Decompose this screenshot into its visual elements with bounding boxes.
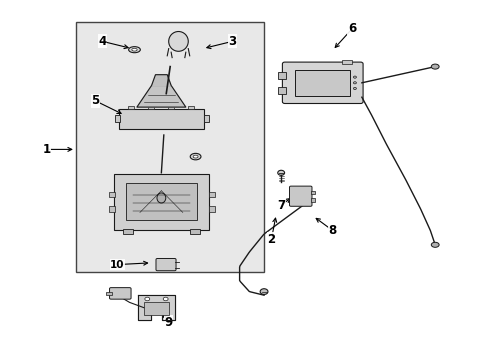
Bar <box>188 106 194 109</box>
Ellipse shape <box>353 82 356 84</box>
Ellipse shape <box>430 242 438 247</box>
Ellipse shape <box>157 193 165 203</box>
Bar <box>123 229 133 234</box>
Bar <box>106 292 112 295</box>
Ellipse shape <box>168 31 188 51</box>
Bar <box>189 229 199 234</box>
Bar <box>143 301 169 315</box>
FancyBboxPatch shape <box>289 186 311 206</box>
FancyBboxPatch shape <box>113 174 209 230</box>
Text: 3: 3 <box>228 35 236 48</box>
Ellipse shape <box>190 153 201 160</box>
Polygon shape <box>151 75 171 85</box>
Ellipse shape <box>144 297 149 301</box>
Ellipse shape <box>353 76 356 78</box>
Ellipse shape <box>128 47 140 53</box>
Polygon shape <box>137 85 185 107</box>
Ellipse shape <box>193 155 198 158</box>
FancyBboxPatch shape <box>156 258 176 271</box>
Bar <box>148 106 154 109</box>
Ellipse shape <box>430 64 438 69</box>
Bar <box>109 192 115 197</box>
Bar <box>277 87 285 94</box>
Text: 7: 7 <box>277 199 285 212</box>
Text: 10: 10 <box>110 260 124 270</box>
Bar <box>310 191 315 194</box>
Text: 9: 9 <box>164 316 172 329</box>
Bar <box>310 198 315 202</box>
FancyBboxPatch shape <box>282 62 362 104</box>
Bar <box>128 106 134 109</box>
Ellipse shape <box>260 289 267 294</box>
Bar <box>76 22 264 272</box>
Bar <box>295 70 349 96</box>
Text: 1: 1 <box>42 143 50 156</box>
Text: 4: 4 <box>99 35 106 48</box>
Bar <box>209 206 215 212</box>
Text: 5: 5 <box>91 94 99 107</box>
Polygon shape <box>138 295 175 320</box>
Ellipse shape <box>163 297 168 301</box>
Bar <box>204 115 209 122</box>
Text: 8: 8 <box>328 224 336 237</box>
Bar <box>341 59 352 64</box>
Text: 6: 6 <box>347 22 355 35</box>
Ellipse shape <box>353 87 356 90</box>
Ellipse shape <box>132 48 137 51</box>
Bar <box>109 206 115 212</box>
Bar <box>125 184 197 220</box>
FancyBboxPatch shape <box>109 288 131 299</box>
Bar <box>168 106 174 109</box>
Bar <box>114 115 119 122</box>
Bar <box>209 192 215 197</box>
Ellipse shape <box>277 170 284 175</box>
Bar <box>277 72 285 79</box>
Text: 2: 2 <box>267 233 275 246</box>
Bar <box>119 109 204 129</box>
